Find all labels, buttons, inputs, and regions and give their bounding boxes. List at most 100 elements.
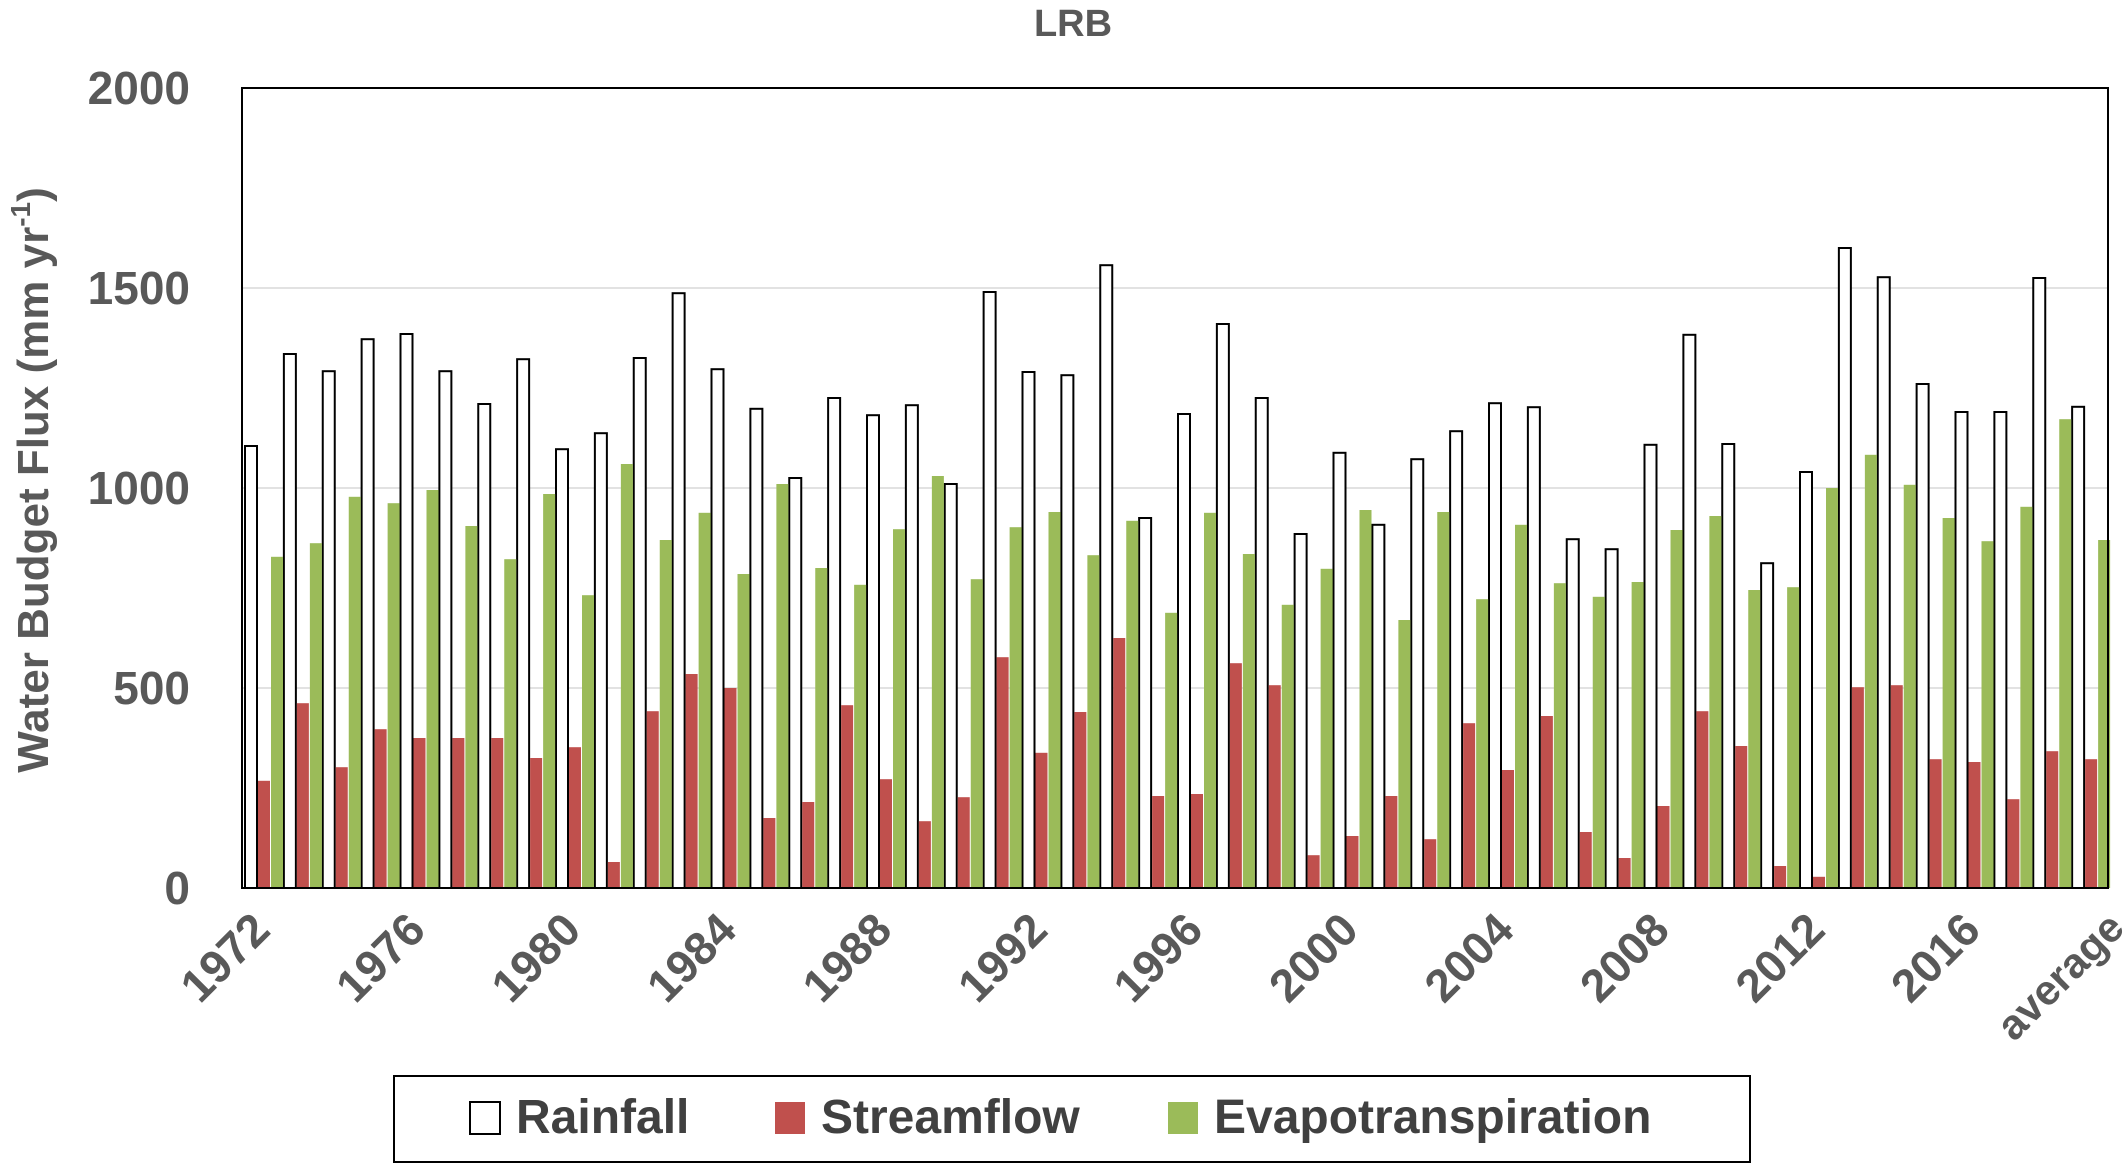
bar-evapotranspiration: [348, 496, 361, 888]
bar-rainfall: [477, 403, 492, 889]
y-tick-label: 1000: [88, 462, 190, 514]
bar-rainfall: [1138, 517, 1153, 889]
bar-streamflow: [1307, 855, 1320, 888]
bar-streamflow: [296, 703, 309, 888]
bar-streamflow: [452, 738, 465, 888]
legend: Rainfall Streamflow Evapotranspiration: [393, 1075, 1751, 1163]
bar-evapotranspiration: [893, 529, 905, 888]
bar-evapotranspiration: [1515, 524, 1527, 888]
legend-swatch-rainfall: [469, 1101, 501, 1135]
bar-streamflow: [1113, 638, 1126, 888]
bar-evapotranspiration: [776, 484, 789, 888]
bar-evapotranspiration: [1787, 587, 1800, 888]
bar-rainfall: [555, 448, 569, 889]
bar-rainfall: [1799, 471, 1813, 889]
bar-streamflow: [1813, 876, 1825, 888]
bar-streamflow: [1385, 796, 1398, 888]
bar-rainfall: [2032, 277, 2047, 889]
bar-evapotranspiration: [271, 556, 283, 888]
bar-streamflow: [1657, 806, 1670, 888]
bar-streamflow: [1152, 796, 1165, 888]
y-axis-label-close: ): [9, 187, 58, 202]
bar-evapotranspiration: [426, 490, 439, 888]
bar-rainfall: [1526, 406, 1541, 889]
x-tick-label: 2004: [1414, 902, 1523, 1011]
bar-streamflow: [1618, 858, 1631, 888]
bar-rainfall: [1876, 276, 1891, 889]
bar-evapotranspiration: [1476, 599, 1489, 888]
bar-streamflow: [1929, 759, 1942, 888]
bar-streamflow: [1346, 836, 1359, 888]
legend-swatch-streamflow: [775, 1102, 805, 1134]
bar-streamflow: [802, 802, 815, 888]
bar-evapotranspiration: [1242, 554, 1255, 888]
bar-rainfall: [399, 333, 414, 889]
bar-evapotranspiration: [1204, 512, 1216, 888]
bar-streamflow: [258, 780, 270, 888]
bar-streamflow: [1191, 794, 1203, 888]
bar-rainfall: [1488, 402, 1502, 889]
x-tick-label: 1992: [948, 903, 1057, 1012]
bar-rainfall: [321, 370, 336, 889]
bar-rainfall: [1371, 523, 1386, 889]
bar-streamflow: [335, 767, 348, 888]
x-tick-label: 1972: [170, 903, 279, 1012]
bar-rainfall: [2071, 405, 2086, 889]
bar-streamflow: [2046, 751, 2059, 888]
bar-rainfall: [438, 370, 453, 889]
bar-streamflow: [1074, 712, 1087, 888]
bar-evapotranspiration: [1553, 583, 1566, 888]
bar-rainfall: [593, 432, 608, 889]
bar-streamflow: [1229, 663, 1242, 888]
bar-streamflow: [1424, 839, 1437, 888]
chart-title: LRB: [1034, 3, 1112, 45]
bar-streamflow: [1968, 762, 1981, 888]
bar-evapotranspiration: [1126, 520, 1139, 888]
bar-streamflow: [724, 688, 737, 888]
bar-rainfall: [1604, 548, 1619, 889]
bar-evapotranspiration: [1981, 541, 1994, 888]
bar-evapotranspiration: [815, 568, 828, 888]
x-tick-label: 1984: [637, 902, 746, 1011]
bar-streamflow: [880, 779, 892, 888]
legend-label-streamflow: Streamflow: [821, 1091, 1080, 1144]
bar-rainfall: [1254, 397, 1269, 889]
bar-rainfall: [710, 368, 725, 889]
bar-rainfall: [632, 357, 647, 889]
bar-streamflow: [1579, 832, 1592, 888]
bar-rainfall: [1993, 411, 2008, 889]
legend-label-rainfall: Rainfall: [516, 1091, 689, 1144]
bar-streamflow: [763, 818, 776, 888]
bar-streamflow: [841, 705, 854, 888]
bar-evapotranspiration: [504, 559, 517, 888]
bar-evapotranspiration: [1709, 516, 1722, 888]
bar-evapotranspiration: [1592, 596, 1605, 888]
bar-rainfall: [360, 338, 375, 889]
x-tick-label: 2012: [1725, 903, 1834, 1012]
bar-rainfall: [943, 483, 958, 889]
bar-streamflow: [1502, 770, 1514, 888]
bar-evapotranspiration: [1048, 512, 1061, 888]
bar-rainfall: [904, 404, 919, 889]
bar-streamflow: [1774, 866, 1787, 888]
bar-rainfall: [1021, 371, 1036, 889]
bar-streamflow: [1540, 716, 1553, 888]
plot-area-border: [241, 87, 2109, 889]
bar-streamflow: [646, 711, 659, 888]
bar-rainfall: [1410, 458, 1425, 889]
bar-rainfall: [1565, 538, 1580, 889]
x-tick-label: 1988: [792, 903, 901, 1012]
bar-streamflow: [996, 657, 1009, 888]
bar-evapotranspiration: [1320, 568, 1333, 888]
bars: [244, 247, 2111, 889]
bar-evapotranspiration: [2020, 506, 2033, 888]
bar-evapotranspiration: [698, 512, 711, 888]
bar-streamflow: [1268, 685, 1281, 888]
bar-streamflow: [530, 758, 543, 888]
bar-rainfall: [1177, 413, 1191, 889]
bar-streamflow: [1463, 723, 1476, 888]
bar-evapotranspiration: [1748, 590, 1761, 888]
bar-rainfall: [1760, 562, 1775, 889]
bar-rainfall: [1060, 374, 1075, 889]
